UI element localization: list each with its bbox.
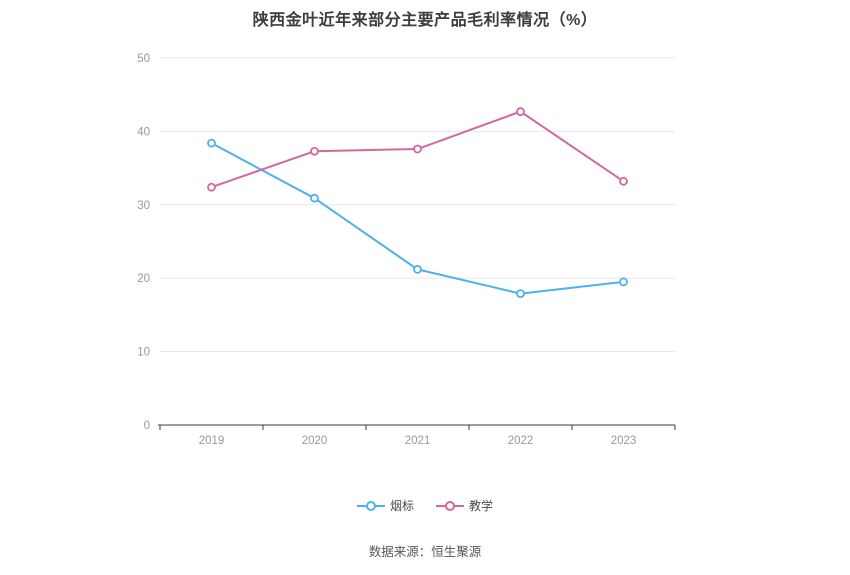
y-tick-label: 30 [137,200,150,212]
data-point [516,289,525,299]
chart-legend: 烟标 教学 [0,497,850,514]
y-tick-label: 20 [137,273,150,285]
y-tick-label: 40 [137,126,150,138]
y-tick-label: 50 [137,53,150,65]
x-tick-label: 2019 [199,435,225,447]
x-tick-label: 2020 [302,435,328,447]
y-tick-label: 10 [137,347,150,359]
legend-label: 教学 [469,499,494,513]
legend-line-marker-icon [436,500,464,511]
data-point [207,138,216,148]
data-point [310,146,319,156]
y-tick-label: 0 [144,420,150,432]
data-point [413,264,422,274]
data-point [310,193,319,203]
data-point [413,144,422,154]
x-tick-label: 2022 [508,435,534,447]
line-chart: 0 10 20 30 40 50 2019 2020 2021 2022 2023 [137,53,676,447]
legend-item-1[interactable]: 教学 [436,497,493,514]
x-tick-label: 2023 [611,435,637,447]
x-tick-label: 2021 [405,435,431,447]
legend-label: 烟标 [389,499,414,513]
data-point [619,176,628,186]
data-source: 数据来源：恒生聚源 [368,545,482,559]
chart-title: 陕西金叶近年来部分主要产品毛利率情况（%） [252,12,598,29]
legend-line-marker-icon [356,500,385,511]
data-point [207,182,216,192]
data-point [619,277,628,287]
data-point [516,107,525,116]
legend-item-0[interactable]: 烟标 [356,497,414,514]
